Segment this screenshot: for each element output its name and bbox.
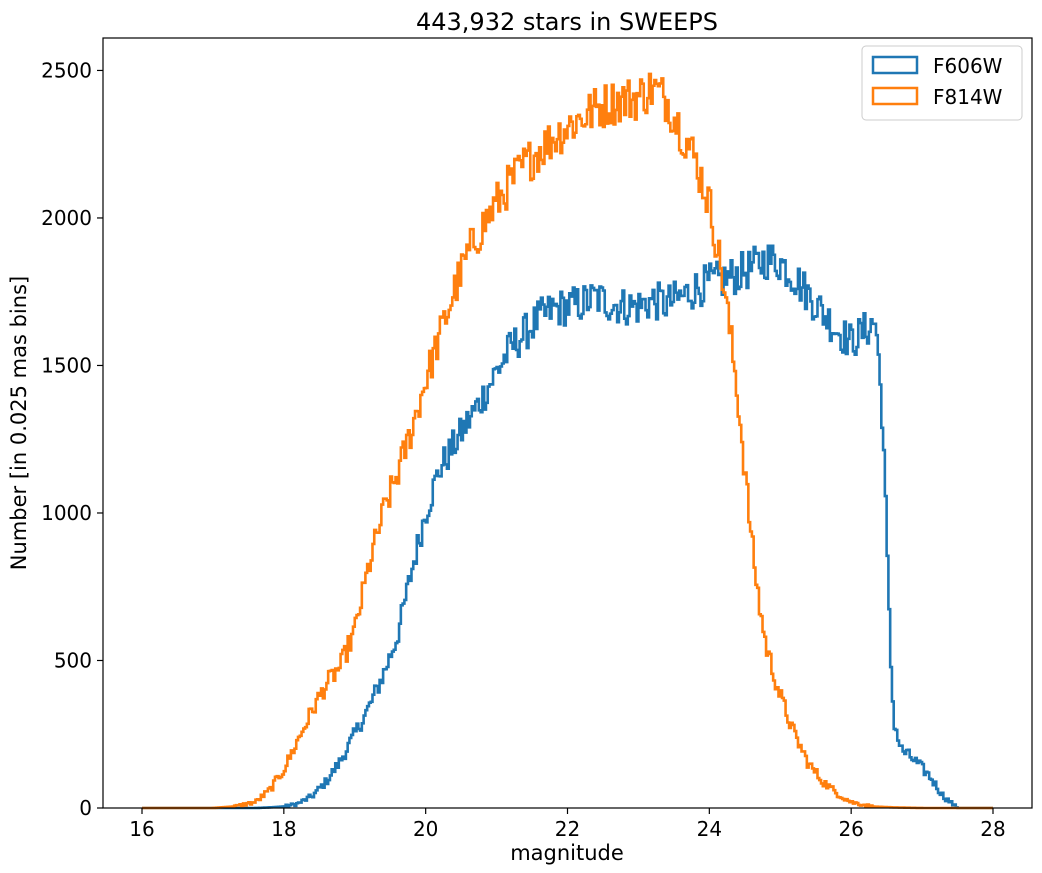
legend-label-f606w: F606W — [933, 54, 1003, 78]
y-tick-label: 1500 — [41, 353, 92, 377]
y-axis-label: Number [in 0.025 mas bins] — [7, 276, 31, 570]
x-axis-label: magnitude — [510, 841, 624, 865]
y-axis: 0 500 1000 1500 2000 2500 — [41, 58, 103, 820]
x-tick-label: 16 — [129, 817, 154, 841]
y-tick-label: 1000 — [41, 501, 92, 525]
x-tick-label: 24 — [697, 817, 722, 841]
series-line-f606w — [142, 244, 993, 810]
plot-border — [102, 37, 1033, 809]
legend: F606W F814W — [861, 45, 1023, 121]
legend-swatch-f814w — [871, 86, 919, 106]
x-axis: 16 18 20 22 24 26 28 — [129, 808, 1006, 841]
plot-area — [103, 38, 1032, 808]
series-line-f814w — [142, 72, 993, 810]
x-tick-label: 26 — [838, 817, 863, 841]
y-tick-label: 2500 — [41, 58, 92, 82]
y-tick-label: 500 — [54, 648, 92, 672]
legend-swatch-f606w — [871, 55, 919, 75]
y-tick-label: 0 — [79, 796, 92, 820]
x-tick-label: 18 — [271, 817, 296, 841]
y-tick-label: 2000 — [41, 206, 92, 230]
x-tick-label: 28 — [980, 817, 1005, 841]
legend-box — [861, 45, 1023, 121]
x-tick-label: 20 — [413, 817, 438, 841]
series-layer — [142, 72, 993, 810]
chart-title: 443,932 stars in SWEEPS — [416, 8, 718, 36]
x-tick-label: 22 — [555, 817, 580, 841]
legend-label-f814w: F814W — [933, 85, 1003, 109]
